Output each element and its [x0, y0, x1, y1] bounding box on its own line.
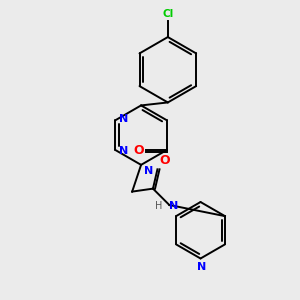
- Text: N: N: [119, 114, 128, 124]
- Text: O: O: [134, 143, 144, 157]
- Text: N: N: [144, 166, 153, 176]
- Text: H: H: [154, 202, 162, 212]
- Text: N: N: [119, 146, 128, 156]
- Text: N: N: [169, 202, 178, 212]
- Text: O: O: [159, 154, 169, 167]
- Text: N: N: [197, 262, 207, 272]
- Text: Cl: Cl: [162, 9, 173, 19]
